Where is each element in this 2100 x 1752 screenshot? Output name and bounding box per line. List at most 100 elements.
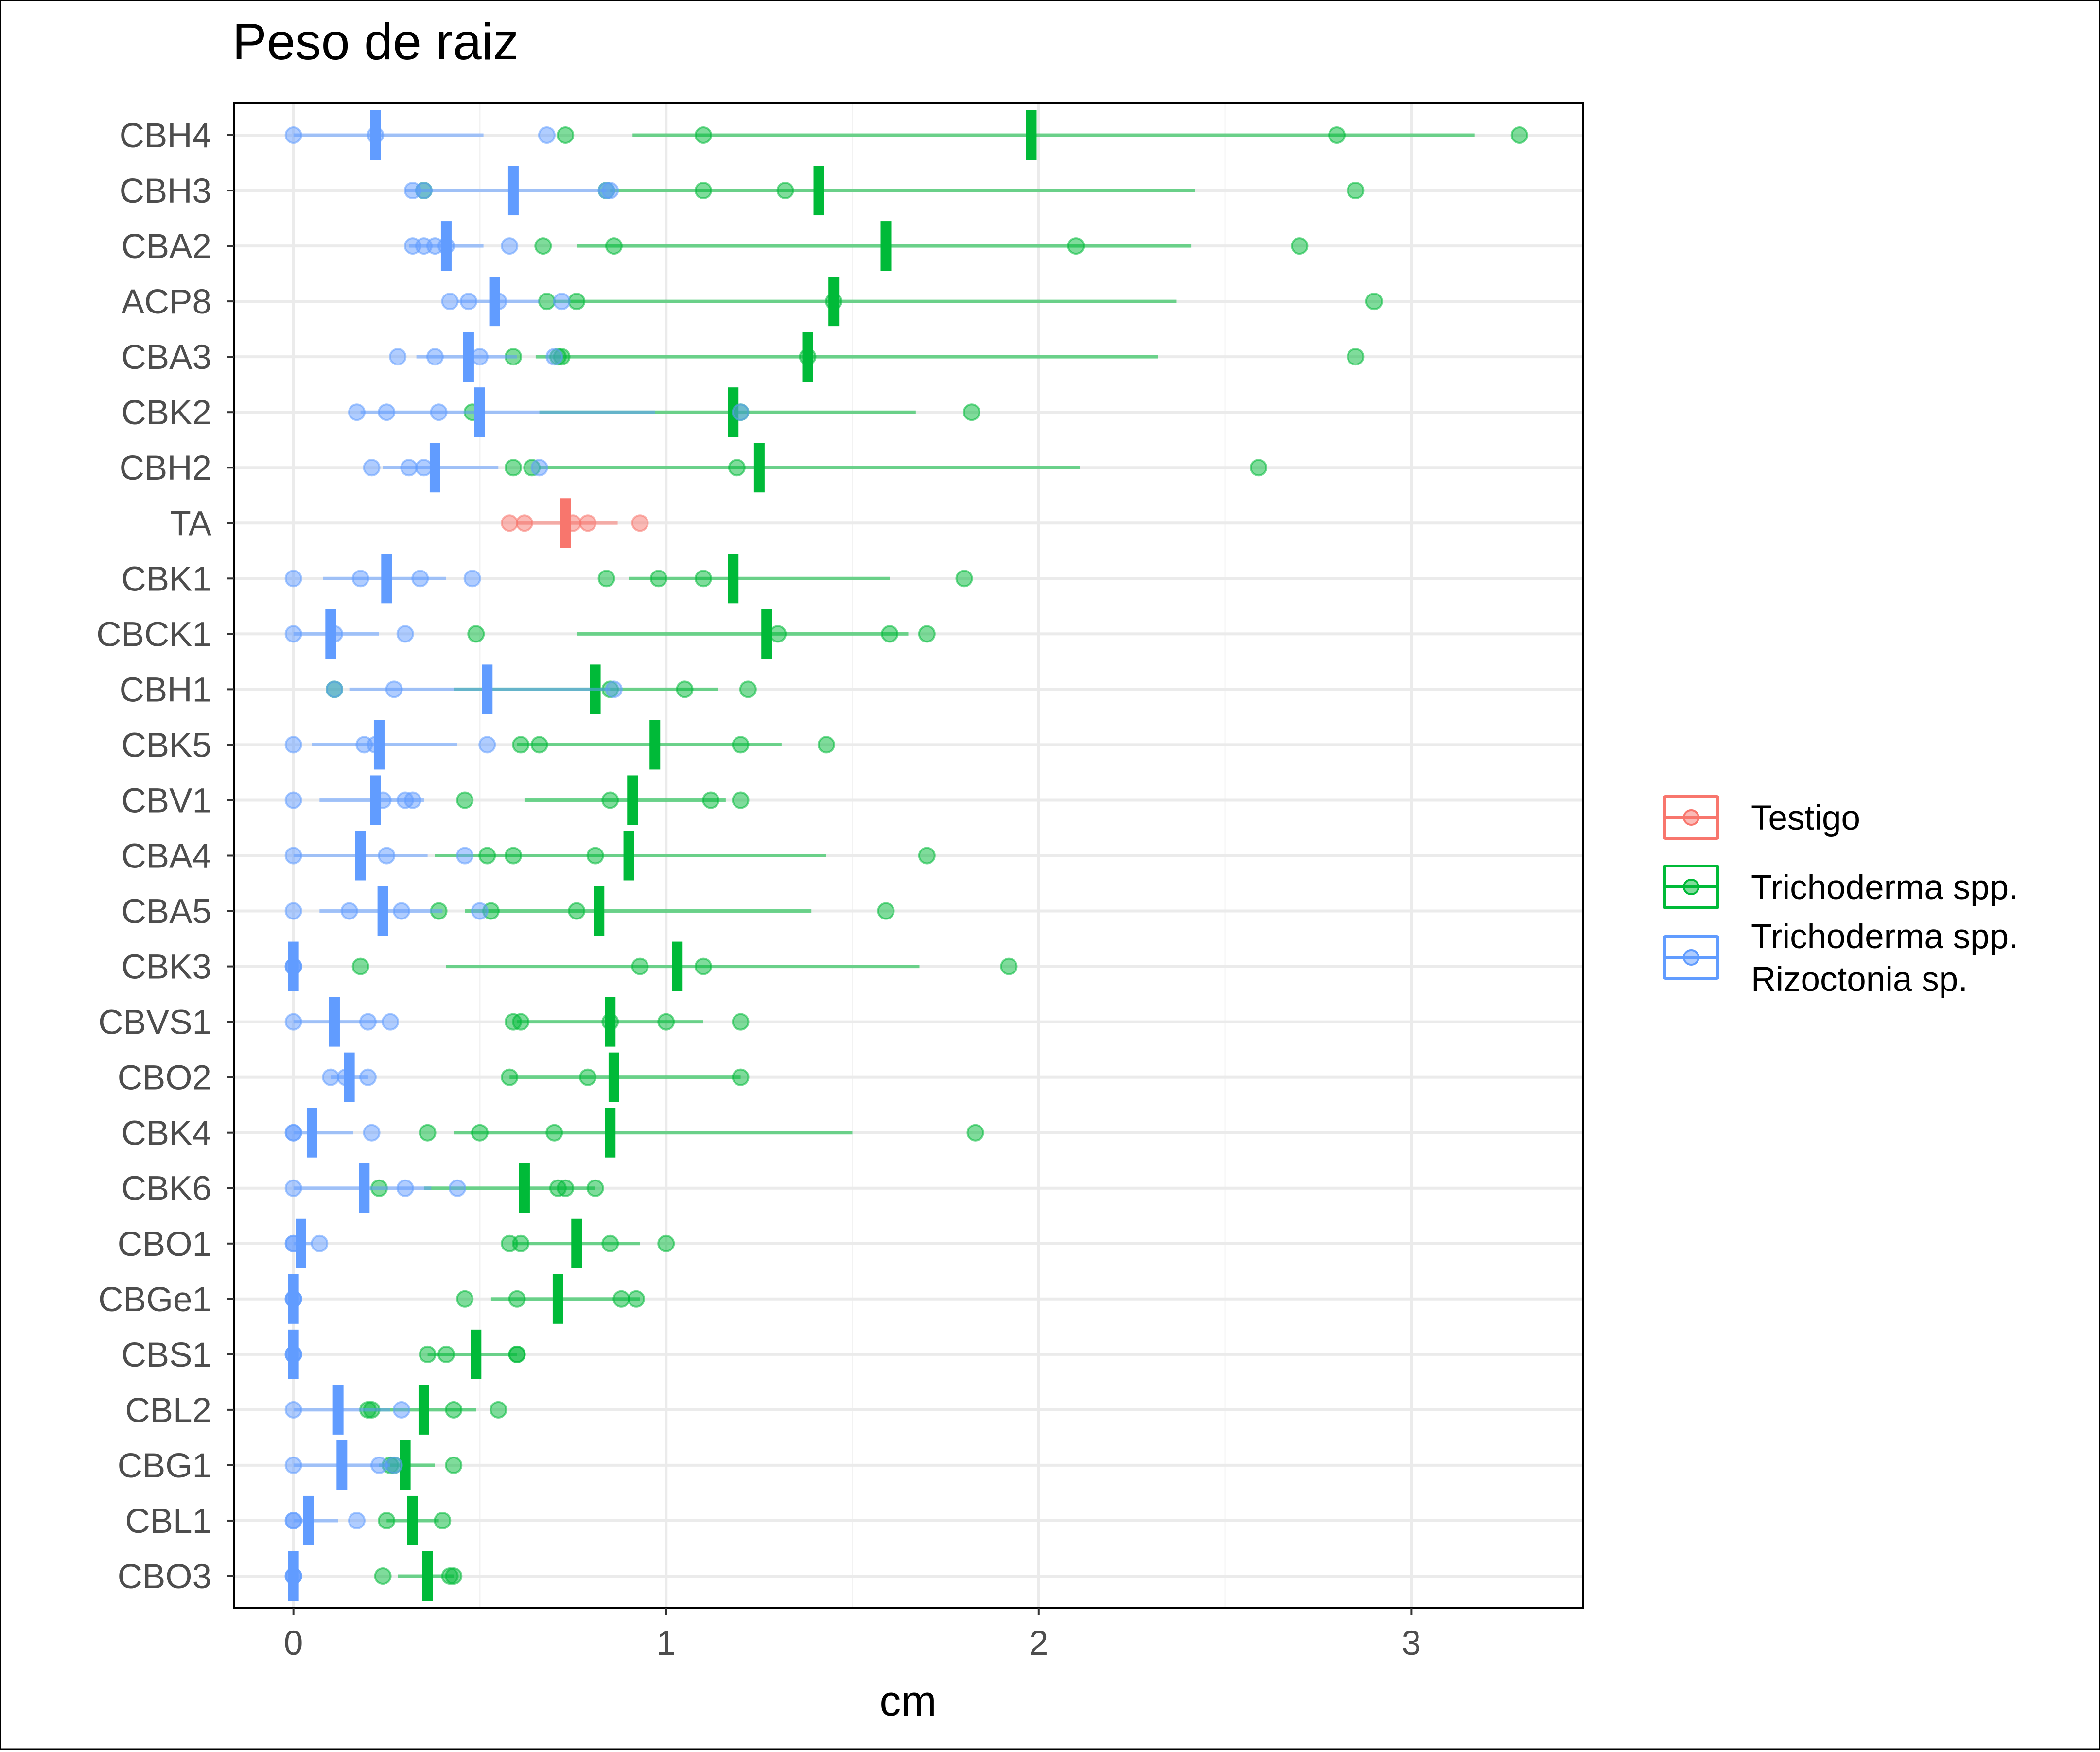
data-point [392, 902, 410, 920]
data-point [284, 902, 302, 920]
data-point [877, 902, 895, 920]
data-point [1250, 459, 1268, 477]
data-point [322, 1068, 340, 1086]
data-point [403, 791, 421, 809]
data-point [348, 1511, 366, 1529]
data-point [732, 791, 750, 809]
data-point [501, 237, 519, 255]
mean-marker [489, 277, 500, 327]
data-point [732, 1013, 750, 1031]
mean-marker [288, 1551, 299, 1601]
mean-marker [336, 1440, 348, 1490]
data-point [694, 957, 712, 975]
data-point [601, 791, 619, 809]
data-point [284, 570, 302, 588]
data-point [1000, 957, 1018, 975]
legend-label: Trichoderma spp. [1751, 918, 2018, 956]
data-point [1510, 126, 1528, 144]
data-point [601, 1234, 619, 1252]
data-point [284, 126, 302, 144]
data-point [918, 625, 936, 643]
y-tick-label: CBK6 [122, 1170, 211, 1208]
data-point [597, 570, 615, 588]
y-tick-label: ACP8 [122, 283, 211, 321]
data-point [284, 1456, 302, 1474]
data-point [351, 957, 369, 975]
data-point [1067, 237, 1085, 255]
data-point [530, 736, 548, 754]
mean-marker [325, 609, 336, 659]
data-point [459, 293, 477, 311]
data-point [538, 126, 556, 144]
data-point [363, 459, 381, 477]
data-point [381, 1013, 399, 1031]
data-point [966, 1124, 984, 1142]
data-point [545, 1124, 563, 1142]
data-point [351, 570, 369, 588]
data-point [392, 1401, 410, 1419]
mean-marker [471, 1329, 482, 1379]
data-point [1328, 126, 1346, 144]
y-tick-label: CBK4 [122, 1114, 211, 1153]
data-point [385, 680, 403, 698]
data-point [601, 182, 619, 200]
mean-marker [552, 1274, 563, 1324]
y-tick-label: CBA3 [122, 338, 211, 377]
y-tick-label: CBO1 [118, 1225, 211, 1264]
legend-label: Testigo [1751, 799, 1860, 837]
data-point [530, 459, 548, 477]
mean-marker [605, 997, 616, 1047]
data-point [471, 348, 489, 366]
data-point [374, 1567, 392, 1585]
mean-marker [813, 166, 824, 216]
data-point [512, 736, 530, 754]
mean-marker [519, 1163, 530, 1213]
x-tick-label: 1 [656, 1624, 676, 1663]
legend-key-point [1683, 809, 1699, 826]
data-point [649, 570, 667, 588]
data-point [385, 1456, 403, 1474]
y-axis: CBH4 CBH3 CBA2 ACP8 CBA3 CBK2 CBH2 TA CBK1 CBCK1 C… [96, 117, 234, 1596]
mean-marker [370, 775, 381, 825]
data-point [512, 1013, 530, 1031]
mean-marker [332, 1385, 344, 1435]
data-point [955, 570, 973, 588]
data-point [568, 293, 586, 311]
data-point [396, 1179, 414, 1197]
data-point [445, 1456, 463, 1474]
data-point [545, 348, 563, 366]
y-tick-label: CBH2 [120, 449, 211, 487]
data-point [553, 293, 571, 311]
data-point [657, 1013, 675, 1031]
mean-marker [571, 1218, 582, 1268]
mean-marker [381, 554, 392, 604]
data-point [445, 1567, 463, 1585]
mean-marker [288, 1329, 299, 1379]
data-point [1347, 348, 1365, 366]
x-axis: 0 1 2 3 [284, 1608, 1421, 1663]
legend: Testigo Trichoderma spp. Trichoderma spp. R… [1663, 795, 2018, 999]
y-tick-label: CBK3 [122, 948, 211, 987]
data-point [490, 1401, 508, 1419]
data-point [430, 403, 448, 421]
mean-marker [344, 1052, 355, 1102]
data-point [463, 570, 481, 588]
mean-marker [649, 720, 661, 770]
data-point [1365, 293, 1383, 311]
data-point [415, 182, 433, 200]
data-point [284, 847, 302, 865]
data-point [437, 1345, 455, 1363]
data-point [478, 847, 496, 865]
data-point [325, 680, 343, 698]
y-tick-label: CBH3 [120, 172, 211, 210]
data-point [728, 459, 746, 477]
data-point [284, 1179, 302, 1197]
data-point [378, 403, 396, 421]
data-point [676, 680, 694, 698]
mean-marker [355, 831, 366, 881]
data-point [776, 182, 794, 200]
series-group [501, 498, 649, 548]
data-point [732, 1068, 750, 1086]
data-point [445, 1401, 463, 1419]
